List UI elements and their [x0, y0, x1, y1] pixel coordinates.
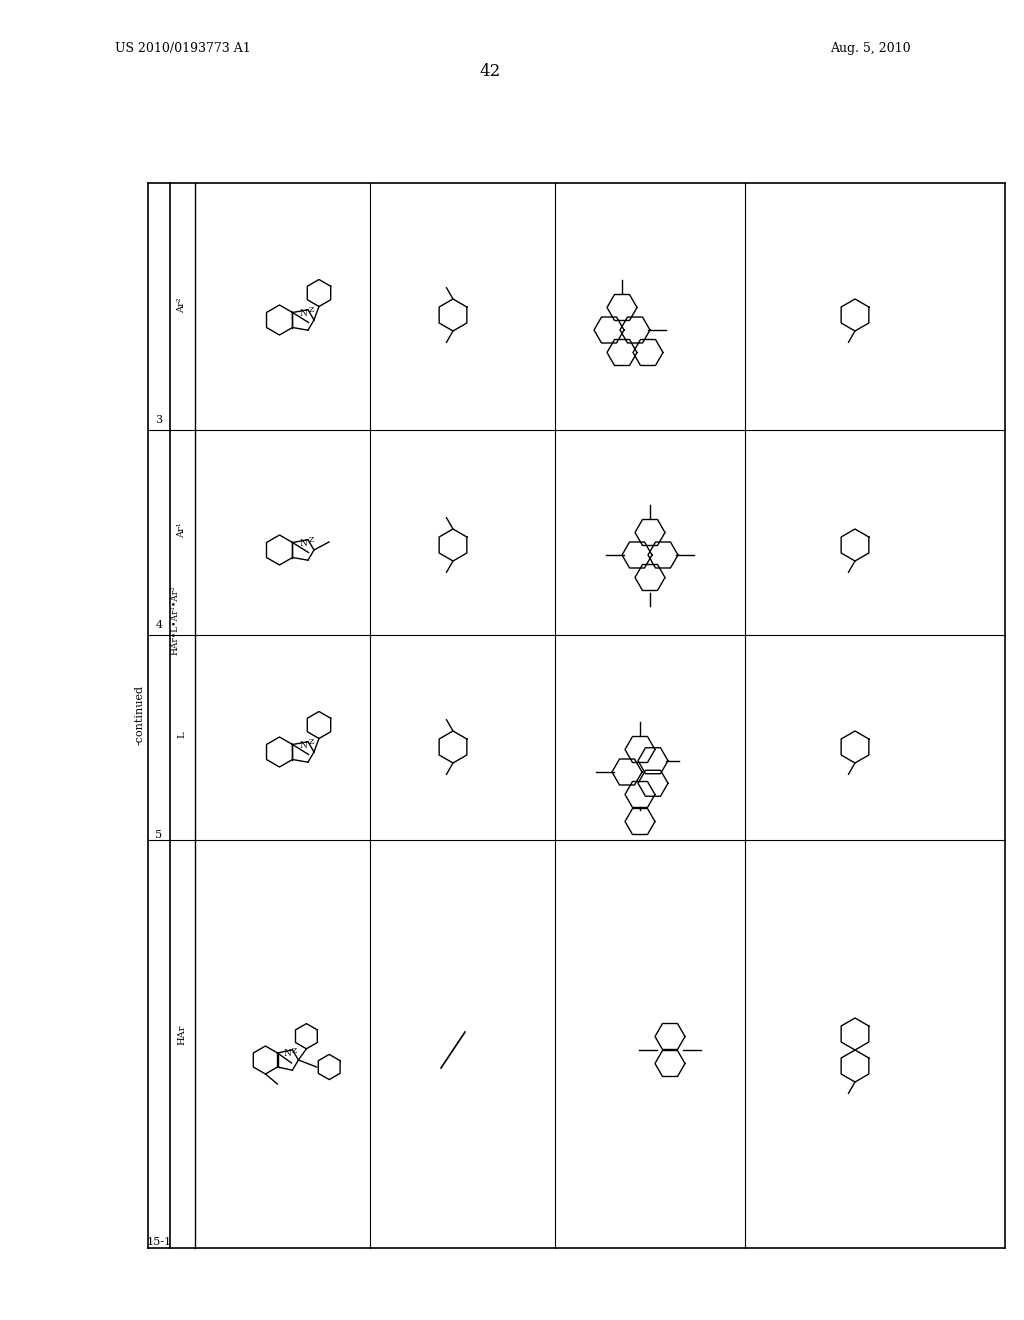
Text: Z: Z	[292, 1047, 297, 1055]
Text: HAr•L•Ar¹•Ar²: HAr•L•Ar¹•Ar²	[171, 585, 179, 655]
Text: 3: 3	[156, 414, 163, 425]
Text: N: N	[299, 309, 307, 318]
Text: Z: Z	[308, 306, 313, 314]
Text: 5: 5	[156, 830, 163, 840]
Text: Aug. 5, 2010: Aug. 5, 2010	[830, 42, 910, 55]
Text: Z: Z	[308, 738, 313, 746]
Text: Z: Z	[308, 536, 313, 544]
Text: N: N	[299, 741, 307, 750]
Text: N: N	[299, 539, 307, 548]
Text: L: L	[177, 731, 186, 738]
Text: Ar¹: Ar¹	[177, 523, 186, 537]
Text: Ar²: Ar²	[177, 297, 186, 313]
Text: N: N	[284, 1048, 292, 1057]
Text: 15-1: 15-1	[146, 1237, 172, 1247]
Text: US 2010/0193773 A1: US 2010/0193773 A1	[115, 42, 251, 55]
Text: HAr: HAr	[177, 1024, 186, 1045]
Text: 4: 4	[156, 620, 163, 630]
Text: 42: 42	[479, 63, 501, 81]
Text: -continued: -continued	[135, 685, 145, 744]
